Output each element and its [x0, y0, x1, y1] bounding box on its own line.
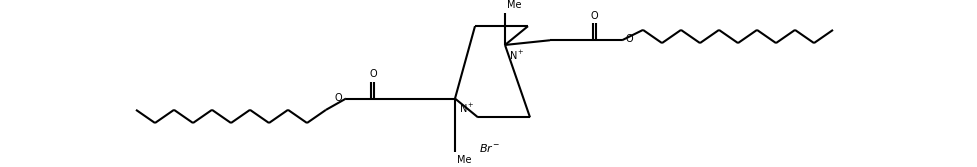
Text: O: O — [625, 34, 633, 44]
Text: Me: Me — [506, 0, 521, 10]
Text: Br$^-$: Br$^-$ — [479, 142, 500, 154]
Text: O: O — [589, 11, 597, 21]
Text: Me: Me — [456, 155, 471, 165]
Text: N$^+$: N$^+$ — [508, 49, 524, 62]
Text: O: O — [368, 69, 376, 79]
Text: N$^+$: N$^+$ — [458, 102, 474, 115]
Text: O: O — [334, 93, 342, 103]
